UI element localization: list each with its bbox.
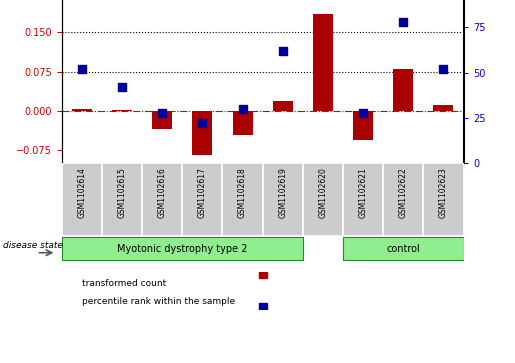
Bar bbox=[72, 109, 92, 111]
Point bbox=[118, 84, 126, 90]
Text: GSM1102614: GSM1102614 bbox=[77, 167, 87, 218]
Point bbox=[439, 66, 448, 72]
Bar bbox=[263, 163, 303, 236]
Text: GSM1102623: GSM1102623 bbox=[439, 167, 448, 218]
Bar bbox=[112, 110, 132, 111]
Point bbox=[399, 19, 407, 25]
Bar bbox=[222, 163, 263, 236]
Point bbox=[158, 110, 166, 115]
Point bbox=[279, 48, 287, 54]
Bar bbox=[232, 111, 252, 135]
Point bbox=[198, 121, 207, 126]
Text: GSM1102616: GSM1102616 bbox=[158, 167, 167, 218]
Bar bbox=[182, 163, 222, 236]
Text: GSM1102620: GSM1102620 bbox=[318, 167, 328, 218]
Bar bbox=[152, 111, 172, 129]
Text: GSM1102619: GSM1102619 bbox=[278, 167, 287, 218]
Bar bbox=[353, 111, 373, 140]
Bar bbox=[273, 102, 293, 111]
Bar bbox=[313, 14, 333, 111]
Text: disease state: disease state bbox=[3, 241, 62, 249]
Bar bbox=[433, 105, 453, 111]
Point bbox=[78, 66, 86, 72]
Text: GSM1102618: GSM1102618 bbox=[238, 167, 247, 218]
Text: Myotonic dystrophy type 2: Myotonic dystrophy type 2 bbox=[117, 244, 248, 254]
Bar bbox=[393, 69, 413, 111]
Bar bbox=[383, 163, 423, 236]
Text: transformed count: transformed count bbox=[82, 279, 166, 287]
Bar bbox=[192, 111, 212, 155]
Bar bbox=[62, 163, 102, 236]
Text: GSM1102621: GSM1102621 bbox=[358, 167, 368, 218]
Bar bbox=[343, 237, 464, 260]
Text: percentile rank within the sample: percentile rank within the sample bbox=[82, 297, 235, 306]
Bar bbox=[62, 237, 303, 260]
Point bbox=[359, 110, 367, 115]
Text: GSM1102615: GSM1102615 bbox=[117, 167, 127, 218]
Bar bbox=[102, 163, 142, 236]
Text: GSM1102617: GSM1102617 bbox=[198, 167, 207, 218]
Bar bbox=[423, 163, 464, 236]
Text: GSM1102622: GSM1102622 bbox=[399, 167, 408, 218]
Bar bbox=[303, 163, 343, 236]
Point bbox=[238, 106, 247, 112]
Bar bbox=[343, 163, 383, 236]
Text: control: control bbox=[386, 244, 420, 254]
Bar bbox=[142, 163, 182, 236]
